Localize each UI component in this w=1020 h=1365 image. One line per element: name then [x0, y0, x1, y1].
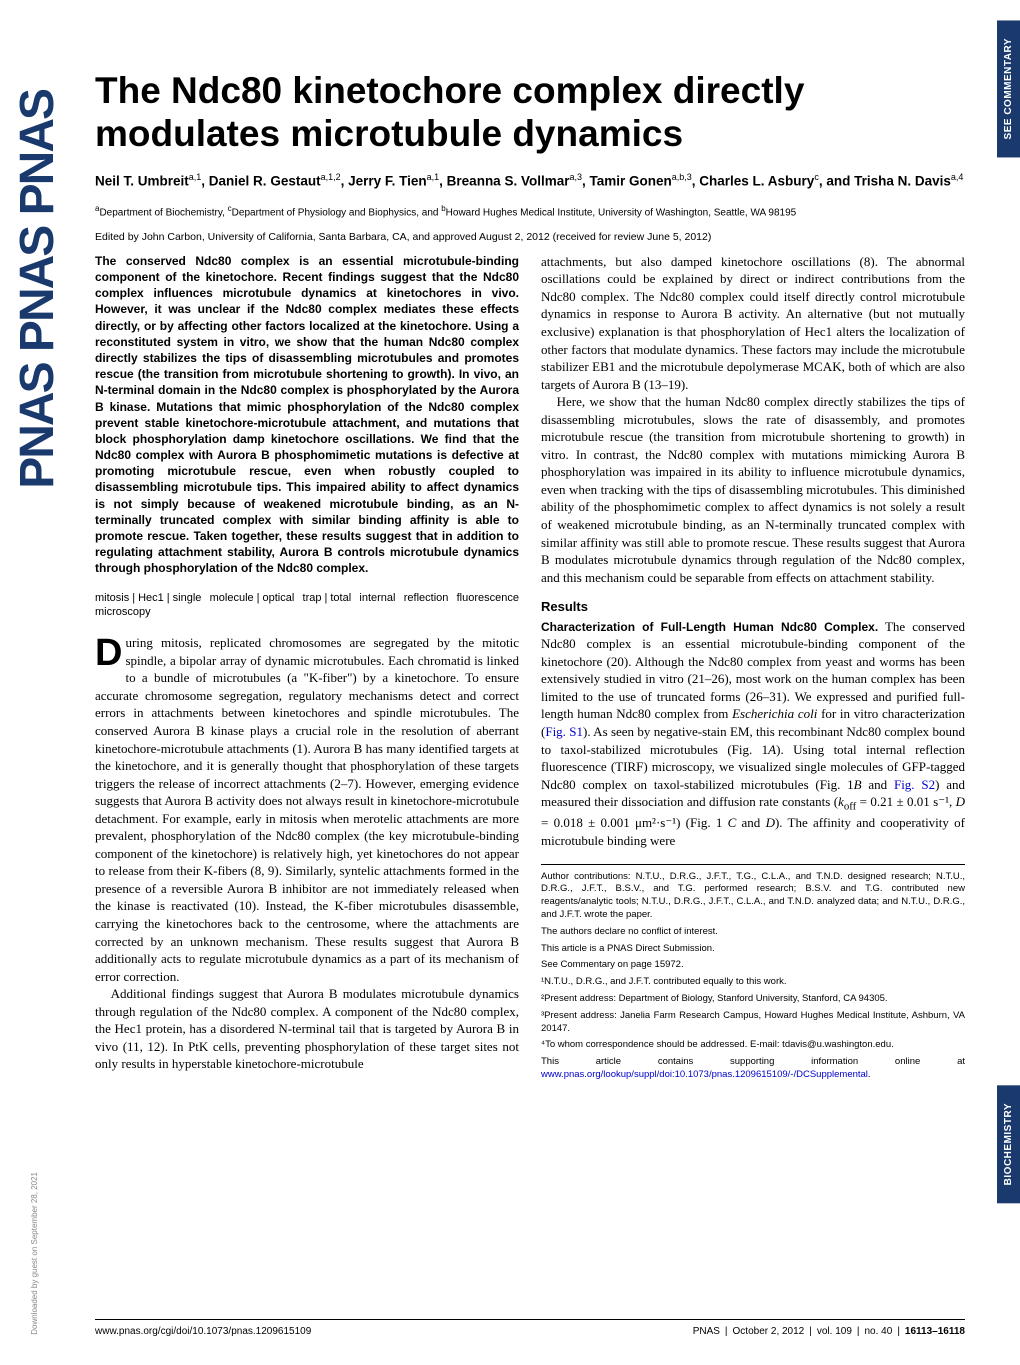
results-runin: Characterization of Full-Length Human Nd… [541, 620, 878, 634]
authors: Neil T. Umbreita,1, Daniel R. Gestauta,1… [95, 171, 965, 191]
keywords: mitosis|Hec1|single molecule|optical tra… [95, 591, 519, 621]
footer-doi: www.pnas.org/cgi/doi/10.1073/pnas.120961… [95, 1326, 311, 1337]
footnotes: Author contributions: N.T.U., D.R.G., J.… [541, 871, 965, 1082]
left-column: The conserved Ndc80 complex is an essent… [95, 253, 519, 1086]
footer-citation: PNAS|October 2, 2012|vol. 109|no. 40|161… [693, 1326, 965, 1337]
footnotes-divider [541, 864, 965, 865]
right-column: attachments, but also damped kinetochore… [541, 253, 965, 1086]
page-footer: www.pnas.org/cgi/doi/10.1073/pnas.120961… [95, 1319, 965, 1337]
journal-logo: PNAS PNAS PNAS [10, 90, 65, 489]
body-text-left: During mitosis, replicated chromosomes a… [95, 634, 519, 1073]
fig-s1-link[interactable]: Fig. S1 [545, 724, 583, 739]
affiliations: aDepartment of Biochemistry, cDepartment… [95, 203, 965, 220]
edited-by: Edited by John Carbon, University of Cal… [95, 231, 965, 243]
see-commentary-tab: SEE COMMENTARY [997, 20, 1020, 157]
supplemental-link[interactable]: www.pnas.org/lookup/suppl/doi:10.1073/pn… [541, 1069, 868, 1080]
body-text-right: attachments, but also damped kinetochore… [541, 253, 965, 850]
results-heading: Results [541, 598, 965, 616]
download-note: Downloaded by guest on September 28, 202… [30, 1172, 39, 1335]
abstract: The conserved Ndc80 complex is an essent… [95, 253, 519, 577]
section-tab: BIOCHEMISTRY [997, 1085, 1020, 1203]
article-title: The Ndc80 kinetochore complex directly m… [95, 70, 965, 155]
fig-s2-link[interactable]: Fig. S2 [894, 777, 935, 792]
